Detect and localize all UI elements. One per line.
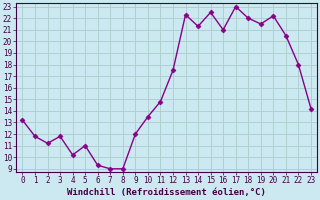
X-axis label: Windchill (Refroidissement éolien,°C): Windchill (Refroidissement éolien,°C) (67, 188, 266, 197)
